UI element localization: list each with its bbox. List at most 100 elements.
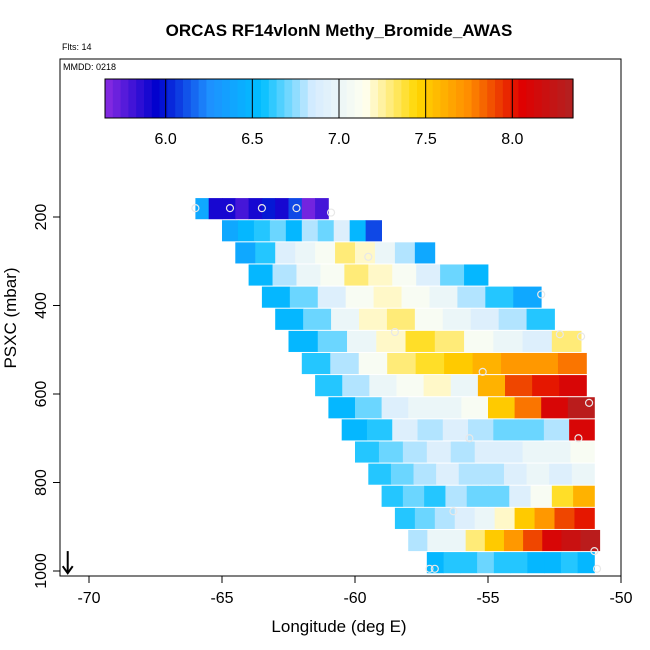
heatmap-cell: [369, 375, 397, 397]
heatmap-cell: [426, 552, 444, 574]
heatmap-cell: [510, 552, 528, 574]
heatmap-cell: [494, 507, 515, 529]
heatmap-cell: [481, 463, 505, 485]
heatmap-cell: [436, 463, 460, 485]
colorbar-segment: [440, 79, 449, 118]
heatmap-cell: [503, 463, 527, 485]
heatmap-cell: [358, 352, 388, 375]
colorbar-segment: [370, 79, 379, 118]
heatmap-cell: [529, 352, 559, 375]
heatmap-cell: [301, 220, 319, 242]
heatmap-cell: [320, 264, 345, 286]
colorbar-segment: [541, 79, 551, 118]
colorbar-tick-label: 6.5: [241, 131, 263, 148]
heatmap-cell: [461, 397, 489, 419]
heatmap-cell: [195, 198, 210, 220]
data-cells: [195, 198, 601, 574]
colorbar-segment: [245, 79, 254, 118]
heatmap-cell: [414, 308, 444, 330]
x-tick-label: -55: [476, 590, 499, 607]
colorbar-segment: [307, 79, 317, 118]
heatmap-cell: [394, 242, 416, 264]
heatmap-cell: [468, 419, 494, 441]
heatmap-cell: [498, 441, 523, 463]
heatmap-cell: [577, 552, 595, 574]
heatmap-cell: [429, 286, 458, 308]
heatmap-cell: [493, 552, 512, 574]
heatmap-cell: [381, 397, 409, 419]
heatmap-cell: [527, 552, 545, 574]
heatmap-cell: [442, 419, 469, 441]
heatmap-cell: [345, 286, 375, 308]
colorbar: 6.0 6.5 7.0 7.5 8.0: [104, 78, 574, 148]
heatmap-cell: [365, 220, 382, 242]
sample-point: [574, 434, 583, 443]
heatmap-cell: [261, 198, 276, 220]
heatmap-cell: [454, 507, 476, 529]
heatmap-cell: [460, 552, 478, 574]
heatmap-cell: [503, 529, 524, 552]
heatmap-cell: [289, 286, 319, 308]
heatmap-cell: [255, 242, 276, 264]
colorbar-segment: [175, 79, 184, 118]
colorbar-segment: [502, 79, 512, 118]
heatmap-cell: [392, 419, 418, 441]
heatmap-cell: [501, 352, 530, 375]
heatmap-cell: [526, 463, 550, 485]
heatmap-cell: [514, 507, 535, 529]
colorbar-segment: [432, 79, 441, 118]
colorbar-segment: [229, 79, 239, 118]
heatmap-cell: [331, 308, 360, 330]
heatmap-cell: [285, 220, 303, 242]
heatmap-cell: [408, 397, 436, 419]
sample-point: [590, 546, 599, 556]
heatmap-cell: [569, 419, 595, 441]
heatmap-cell: [222, 198, 236, 220]
heatmap-cell: [472, 352, 502, 375]
heatmap-cell: [315, 198, 329, 220]
heatmap-cell: [493, 419, 519, 441]
y-axis: 200 400 600 800 1000: [33, 204, 60, 589]
heatmap-cell: [560, 552, 579, 574]
colorbar-segment: [128, 79, 137, 118]
colorbar-segment: [424, 79, 434, 118]
heatmap-cell: [464, 264, 489, 286]
heatmap-cell: [457, 286, 486, 308]
heatmap-cell: [534, 507, 555, 529]
heatmap-cell: [423, 375, 452, 397]
heatmap-cell: [561, 529, 581, 552]
heatmap-cell: [522, 441, 547, 463]
heatmap-cell: [253, 220, 271, 242]
heatmap-cell: [458, 463, 482, 485]
heatmap-cell: [368, 264, 393, 286]
colorbar-segment: [346, 79, 356, 118]
heatmap-cell: [416, 264, 441, 286]
heatmap-cell: [544, 552, 562, 574]
heatmap-cell: [408, 529, 428, 552]
heatmap-cell: [275, 242, 296, 264]
colorbar-segment: [222, 79, 231, 118]
heatmap-cell: [333, 220, 351, 242]
sample-point: [225, 204, 235, 213]
heatmap-cell: [396, 375, 425, 397]
heatmap-cell: [574, 507, 595, 529]
colorbar-segment: [565, 79, 574, 118]
colorbar-segment: [136, 79, 145, 118]
heatmap-cell: [485, 286, 514, 308]
sample-point: [430, 564, 439, 573]
colorbar-segment: [354, 79, 363, 118]
heatmap-cell: [303, 308, 332, 330]
colorbar-segment: [323, 79, 332, 118]
heatmap-cell: [374, 242, 396, 264]
heatmap-cell: [557, 352, 587, 375]
heatmap-cell: [387, 352, 417, 375]
heatmap-cell: [261, 286, 291, 308]
heatmap-cell: [474, 441, 500, 463]
colorbar-segment: [159, 79, 168, 118]
heatmap-cell: [402, 441, 428, 463]
heatmap-cell: [424, 485, 446, 507]
heatmap-cell: [523, 529, 543, 552]
heatmap-cell: [570, 441, 595, 463]
colorbar-segment: [557, 79, 566, 118]
heatmap-cell: [378, 441, 404, 463]
